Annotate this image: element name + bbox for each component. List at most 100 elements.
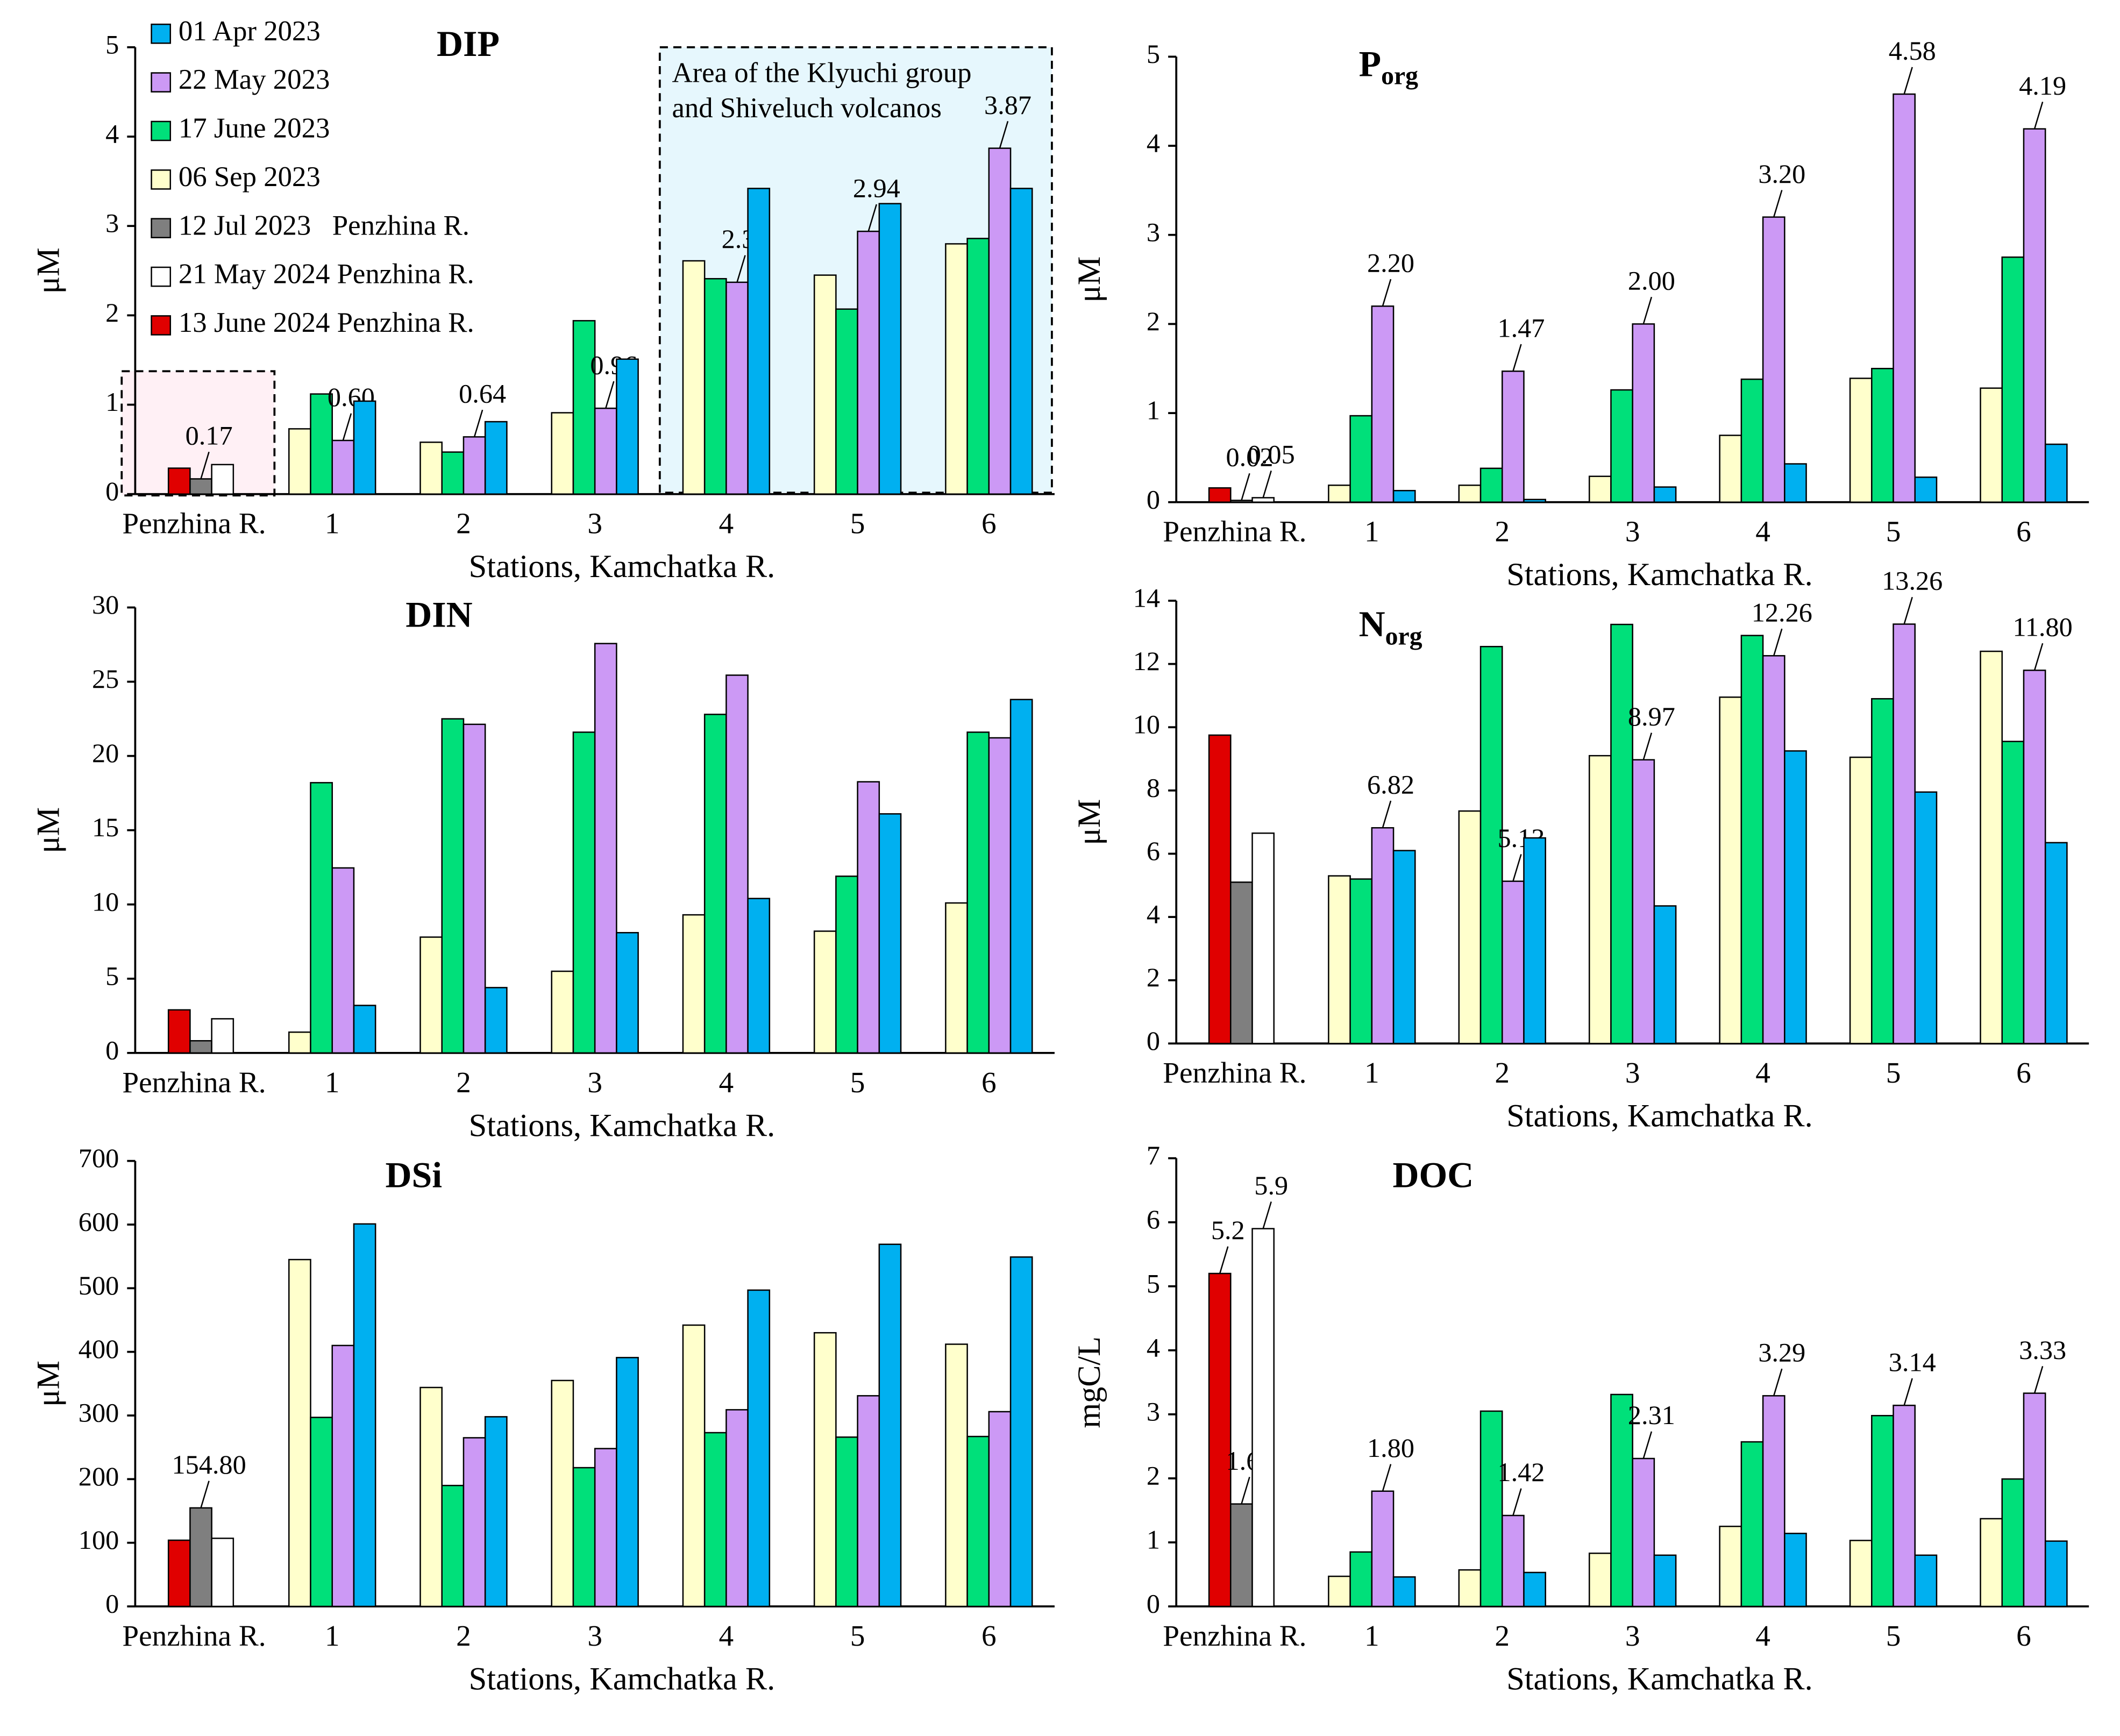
x-tick-label: Penzhina R. — [1163, 1056, 1306, 1089]
title-main: N — [1359, 604, 1385, 644]
bar — [2044, 443, 2068, 503]
x-tick-label: 3 — [1625, 1056, 1640, 1089]
title-sub: org — [1385, 622, 1422, 650]
bar — [1208, 487, 1232, 503]
bar — [1392, 850, 1416, 1044]
label-leader — [736, 255, 746, 283]
data-label: 3.87 — [984, 90, 1031, 120]
bar — [703, 278, 727, 495]
bar — [310, 393, 333, 495]
label-leader — [342, 413, 352, 441]
bar — [1328, 485, 1351, 503]
data-label: 4.19 — [2019, 70, 2066, 101]
y-tick-label: 0 — [105, 1035, 119, 1065]
y-tick-label: 20 — [92, 738, 119, 768]
bar — [2001, 741, 2025, 1044]
bar — [747, 188, 771, 495]
bar — [2023, 670, 2046, 1044]
bar — [988, 737, 1012, 1054]
legend-swatch — [151, 266, 172, 287]
bar — [1458, 810, 1482, 1044]
x-tick-label: 4 — [1755, 1619, 1770, 1652]
x-tick-label: 6 — [2016, 1619, 2031, 1652]
y-tick-label: 1 — [105, 387, 119, 417]
label-leader — [1642, 1431, 1653, 1459]
bar — [1588, 755, 1612, 1044]
x-axis-label: Stations, Kamchatka R. — [1506, 557, 1813, 593]
title-main: DSi — [385, 1155, 442, 1195]
data-label: 3.29 — [1758, 1337, 1805, 1368]
bar — [1328, 1575, 1351, 1607]
data-label: 2.20 — [1367, 248, 1414, 278]
x-tick-label: Penzhina R. — [122, 1066, 266, 1099]
bar — [288, 428, 311, 495]
label-leader — [1642, 732, 1653, 760]
data-label: 0.02 — [1226, 442, 1274, 472]
x-tick-label: 6 — [981, 1619, 997, 1652]
bar — [747, 898, 771, 1054]
label-leader — [1241, 473, 1250, 501]
label-leader — [605, 381, 615, 409]
bar — [945, 243, 968, 495]
x-tick-label: 6 — [2016, 515, 2031, 548]
bar — [551, 412, 574, 495]
bar — [1653, 1554, 1677, 1607]
y-tick-label: 8 — [1147, 772, 1160, 802]
bar — [1251, 497, 1275, 503]
bar — [1653, 486, 1677, 503]
bar — [353, 400, 376, 495]
bar — [725, 281, 749, 495]
bar — [1502, 1514, 1525, 1607]
label-leader — [1382, 279, 1392, 307]
bar — [1009, 699, 1033, 1054]
data-label: 3.20 — [1758, 159, 1805, 189]
bar — [1914, 1554, 1938, 1607]
bar — [1762, 655, 1785, 1044]
bar — [1392, 489, 1416, 503]
label-leader — [1773, 1368, 1783, 1396]
x-tick-label: 5 — [1886, 1056, 1901, 1089]
annotation: and Shiveluch volcanos — [672, 93, 941, 124]
bar — [441, 451, 465, 495]
label-leader — [1512, 344, 1522, 372]
label-leader — [1773, 190, 1783, 217]
bar — [988, 1411, 1012, 1607]
x-axis-label: Stations, Kamchatka R. — [1506, 1098, 1813, 1134]
y-tick-label: 500 — [79, 1270, 119, 1300]
bar — [966, 238, 990, 495]
x-tick-label: 6 — [2016, 1056, 2031, 1089]
y-tick-label: 30 — [92, 589, 119, 620]
data-label: 1.42 — [1497, 1457, 1545, 1487]
data-label: 13.26 — [1882, 566, 1943, 596]
bar — [1479, 467, 1503, 503]
title-main: DIN — [405, 594, 472, 635]
chart-title: Norg — [1359, 604, 1422, 650]
legend-swatch — [151, 169, 172, 190]
bar — [2001, 256, 2025, 503]
legend-swatch — [151, 315, 172, 336]
bar — [1980, 1518, 2003, 1607]
bar — [1523, 837, 1546, 1044]
bar — [2044, 1540, 2068, 1607]
x-tick-label: 1 — [325, 507, 340, 540]
x-tick-label: 2 — [1495, 1619, 1510, 1652]
data-label: 4.58 — [1889, 35, 1936, 66]
bar — [1502, 880, 1525, 1044]
x-axis-label: Stations, Kamchatka R. — [1506, 1661, 1813, 1697]
y-axis-label: μM — [1071, 257, 1107, 303]
bar — [1914, 476, 1938, 503]
data-label: 5.2 — [1211, 1215, 1245, 1245]
bar — [1740, 635, 1764, 1044]
bar — [1371, 827, 1395, 1044]
bar — [1230, 881, 1253, 1044]
y-tick-label: 700 — [79, 1143, 119, 1173]
bar — [1980, 387, 2003, 503]
bar — [211, 464, 234, 495]
x-tick-label: 1 — [1364, 515, 1379, 548]
bar — [2001, 1478, 2025, 1607]
y-tick-label: 6 — [1147, 1204, 1160, 1234]
y-axis-label: μM — [30, 807, 66, 853]
data-label: 0.64 — [459, 379, 506, 409]
bar — [1719, 696, 1742, 1044]
